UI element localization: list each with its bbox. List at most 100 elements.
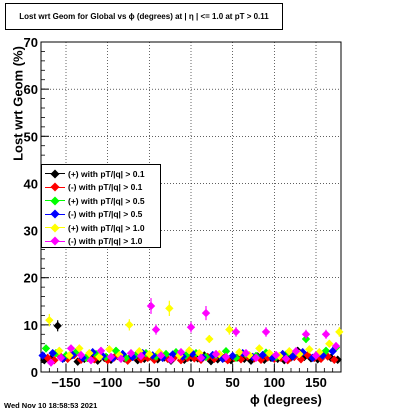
data-point (151, 352, 161, 361)
x-axis-label: ϕ (degrees) (250, 392, 322, 407)
data-point (116, 354, 126, 363)
data-point (325, 339, 334, 348)
data-point (76, 350, 86, 360)
x-tick-label: −50 (138, 375, 160, 390)
data-point (185, 346, 194, 355)
y-axis-label: Lost wrt Geom (%) (10, 46, 26, 161)
data-point (331, 341, 341, 351)
legend-swatch-2 (42, 195, 68, 207)
data-point (231, 327, 241, 337)
data-point (66, 344, 76, 353)
y-tick-label: 30 (24, 224, 38, 239)
y-tick-label: 70 (24, 35, 38, 50)
data-point (205, 334, 214, 344)
x-tick-label: 100 (263, 375, 285, 390)
legend-label-4: (+) with pT/|q| > 1.0 (68, 222, 145, 233)
series-5 (46, 298, 341, 367)
data-point (281, 354, 291, 363)
data-point (201, 308, 211, 318)
data-point (73, 357, 82, 366)
data-point (55, 346, 64, 355)
data-point (221, 352, 231, 362)
legend-entry-3: (-) with pT/|q| > 0.5 (42, 208, 160, 222)
legend-swatch-3 (42, 208, 68, 220)
legend-swatch-1 (42, 181, 68, 193)
data-point (41, 344, 51, 353)
data-point (311, 351, 321, 360)
chart-title: Lost wrt Geom for Global vs ϕ (degrees) … (5, 3, 283, 30)
axes: 10 20 30 40 50 60 70 0 −150 −100 −50 0 50 100 150 (24, 35, 334, 390)
y-tick-label: 10 (24, 318, 38, 333)
data-point (165, 304, 174, 313)
legend-swatch-0 (42, 168, 68, 180)
data-point (38, 351, 47, 360)
data-point (291, 347, 301, 356)
data-marks (38, 298, 344, 367)
data-point (96, 346, 106, 355)
data-point (105, 345, 114, 354)
data-point (211, 349, 221, 359)
data-point (251, 353, 261, 363)
y-tick-label: 40 (24, 176, 38, 191)
legend-entry-4: (+) with pT/|q| > 1.0 (42, 221, 160, 235)
data-point (145, 349, 154, 359)
legend-label-3: (-) with pT/|q| > 0.5 (68, 209, 143, 220)
data-point (235, 348, 244, 357)
legend-entry-0: (+) with pT/|q| > 0.1 (42, 167, 160, 181)
x-tick-label: −150 (51, 375, 80, 390)
data-point (85, 348, 94, 358)
legend: (+) with pT/|q| > 0.1 (-) with pT/|q| > … (41, 164, 161, 248)
legend-entry-2: (+) with pT/|q| > 0.5 (42, 194, 160, 208)
data-point (45, 315, 54, 325)
data-point (321, 330, 331, 339)
data-point (301, 330, 311, 339)
data-point (221, 347, 231, 356)
y-tick-label: 50 (24, 129, 38, 144)
data-point (271, 350, 281, 360)
data-point (151, 325, 161, 334)
y-tick-label-zero: 0 (31, 365, 38, 380)
legend-swatch-4 (42, 222, 68, 234)
data-point (330, 355, 339, 364)
data-point (258, 350, 267, 360)
data-point (335, 327, 344, 337)
data-point (288, 352, 297, 361)
data-point (48, 348, 57, 358)
data-point (75, 344, 84, 353)
legend-swatch-5 (42, 235, 68, 247)
data-point (241, 348, 251, 358)
data-point (196, 353, 206, 363)
data-point (56, 353, 66, 363)
data-point (86, 356, 96, 365)
y-tick-label: 20 (24, 271, 38, 286)
data-point (261, 327, 271, 337)
data-point (146, 301, 156, 311)
data-point (228, 351, 237, 361)
data-point (156, 351, 166, 360)
data-point (95, 352, 104, 362)
data-point (125, 320, 134, 330)
data-point (176, 348, 186, 357)
x-tick-label: 0 (187, 375, 194, 390)
data-point (301, 334, 311, 344)
x-tick-label: 50 (225, 375, 239, 390)
data-point (106, 352, 116, 362)
legend-label-2: (+) with pT/|q| > 0.5 (68, 195, 145, 206)
data-point (285, 347, 294, 356)
x-tick-label: −100 (93, 375, 122, 390)
data-point (181, 351, 191, 360)
data-point (136, 351, 146, 361)
data-point (231, 353, 241, 363)
data-point (166, 355, 176, 364)
data-point (186, 323, 196, 332)
timestamp-footer: Wed Nov 10 18:58:53 2021 (4, 401, 98, 410)
legend-label-5: (-) with pT/|q| > 1.0 (68, 236, 143, 247)
legend-label-0: (+) with pT/|q| > 0.1 (68, 168, 145, 179)
data-point (46, 358, 56, 367)
data-point (265, 348, 274, 358)
legend-label-1: (-) with pT/|q| > 0.1 (68, 182, 143, 193)
data-point (305, 345, 314, 354)
legend-entry-5: (-) with pT/|q| > 1.0 (42, 235, 160, 249)
